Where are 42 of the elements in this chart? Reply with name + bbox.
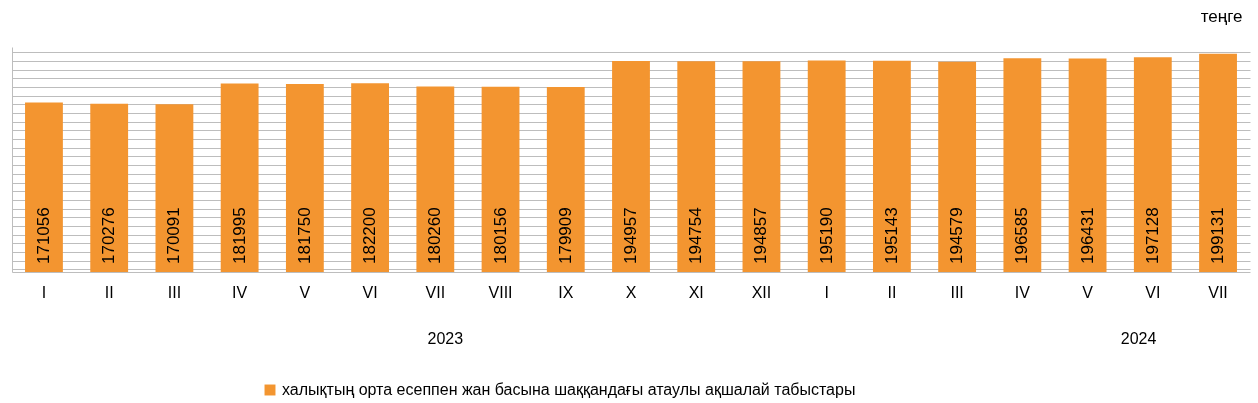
x-tick-label: V [299,283,311,301]
x-tick-label: IV [1014,283,1031,301]
legend-label: халықтың орта есеппен жан басына шаққандағы атаулы ақшалай табыстары [282,381,856,398]
data-label: 197128 [1142,207,1162,264]
data-label: 180156 [490,207,510,264]
data-label: 179909 [555,207,575,264]
x-tick-label: XII [751,283,772,301]
data-label: 180260 [425,207,445,264]
x-tick-label: VII [1208,283,1228,301]
x-tick-label: III [167,283,182,301]
x-tick-label: XI [688,283,704,301]
data-label: 196585 [1012,207,1032,264]
data-label: 195143 [881,207,901,264]
data-label: 199131 [1208,207,1228,264]
data-label: 181995 [229,207,249,264]
x-tick-label: IX [558,283,574,301]
x-tick-label: IV [232,283,248,301]
x-tick-label: VII [425,283,446,301]
data-label: 194857 [751,207,771,264]
x-tick-label: II [887,283,897,301]
x-tick-label: II [104,283,114,301]
text: 2023 [427,330,464,348]
x-tick-label: VIII [488,283,513,301]
data-label: 170091 [164,207,184,264]
data-label: 194957 [621,207,640,264]
x-tick-label: I [824,283,829,301]
data-label: 194579 [947,207,967,264]
x-tick-label: III [950,283,964,301]
x-tick-label: VI [362,283,378,301]
x-tick-label: VI [1145,283,1161,301]
data-label: 196431 [1077,207,1097,264]
x-tick-label: I [41,283,47,301]
text: 2024 [1120,330,1157,348]
y-axis-title: теңге [1200,6,1243,26]
data-label: 170276 [99,207,119,264]
x-tick-label: X [625,283,637,301]
x-tick-label: V [1082,283,1094,301]
data-label: 171056 [33,207,53,264]
data-label: 194754 [686,207,706,264]
data-label: 182200 [360,207,380,264]
data-label: 181750 [294,207,314,264]
data-label: 195190 [816,207,836,264]
